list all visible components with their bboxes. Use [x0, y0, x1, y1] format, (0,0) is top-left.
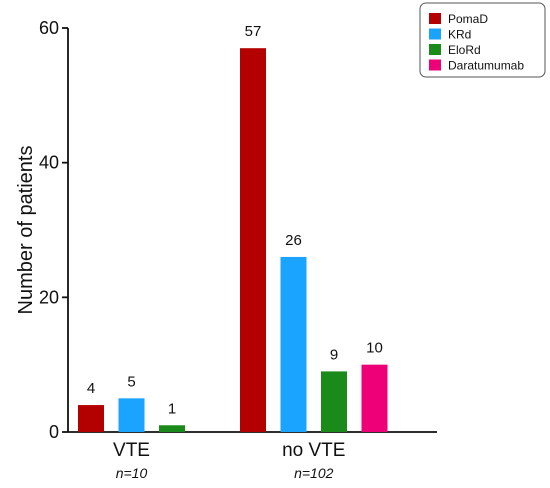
bar-pomad-no-vte	[240, 48, 266, 432]
bar-krd-vte	[118, 398, 145, 432]
bar-elord-vte	[159, 425, 185, 432]
y-tick-label: 40	[39, 153, 59, 173]
bar-pomad-vte	[78, 405, 104, 432]
x-category-sublabel: n=10	[116, 465, 148, 481]
data-label: 1	[168, 400, 176, 417]
x-labels-group: VTE n=10 no VTE n=102	[113, 440, 345, 481]
legend-label-pomad: PomaD	[448, 12, 488, 26]
legend-label-elord: EloRd	[448, 43, 481, 57]
legend-swatch-krd	[429, 28, 441, 40]
y-tick-label: 60	[39, 18, 59, 38]
data-labels-group: 4 5 1 57 26 9 10	[87, 23, 383, 417]
bar-daratumumab-no-vte	[361, 364, 388, 432]
data-label: 9	[330, 346, 338, 363]
x-category-label: VTE	[113, 440, 150, 461]
data-label: 26	[285, 232, 302, 249]
data-label: 5	[127, 373, 135, 390]
data-label: 4	[87, 380, 95, 397]
legend-swatch-elord	[429, 44, 441, 55]
y-tick-label: 20	[39, 287, 59, 307]
x-category-sublabel: n=102	[294, 465, 334, 481]
y-axis-label: Number of patients	[15, 146, 37, 315]
bar-krd-no-vte	[280, 256, 307, 432]
legend-swatch-daratumumab	[429, 59, 441, 71]
bar-elord-no-vte	[321, 371, 347, 432]
legend-swatch-pomad	[429, 13, 441, 24]
data-label: 10	[366, 340, 383, 357]
x-category-label: no VTE	[282, 440, 345, 461]
legend-box	[419, 2, 546, 78]
legend-label-daratumumab: Daratumumab	[448, 59, 524, 73]
y-tick-label: 0	[49, 422, 59, 442]
y-ticks-group: 0 20 40 60	[39, 18, 68, 442]
legend-label-krd: KRd	[448, 28, 471, 42]
data-label: 57	[245, 23, 262, 40]
bars-group	[78, 48, 388, 432]
